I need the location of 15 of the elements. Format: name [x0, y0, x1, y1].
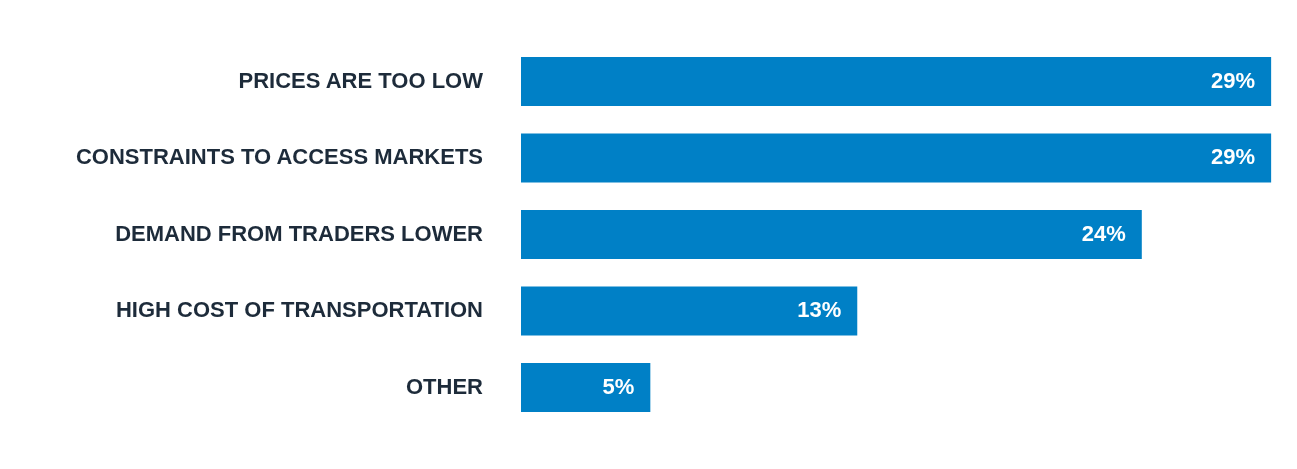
y-tick-label: CONSTRAINTS TO ACCESS MARKETS: [75, 144, 483, 170]
data-label: 29%: [1211, 67, 1256, 93]
bar: [521, 210, 1142, 259]
y-tick-label: PRICES ARE TOO LOW: [238, 67, 484, 93]
bar: [521, 133, 1272, 183]
bar: [521, 363, 651, 413]
bar: [521, 56, 1272, 106]
data-label: 29%: [1211, 144, 1256, 170]
y-tick-label: HIGH COST OF TRANSPORTATION: [115, 297, 483, 323]
data-label: 13%: [797, 297, 842, 323]
y-tick-label: OTHER: [406, 373, 484, 399]
bar: [521, 286, 858, 336]
data-label: 24%: [1081, 220, 1126, 246]
data-label: 5%: [602, 373, 635, 399]
y-tick-label: DEMAND FROM TRADERS LOWER: [115, 220, 484, 246]
